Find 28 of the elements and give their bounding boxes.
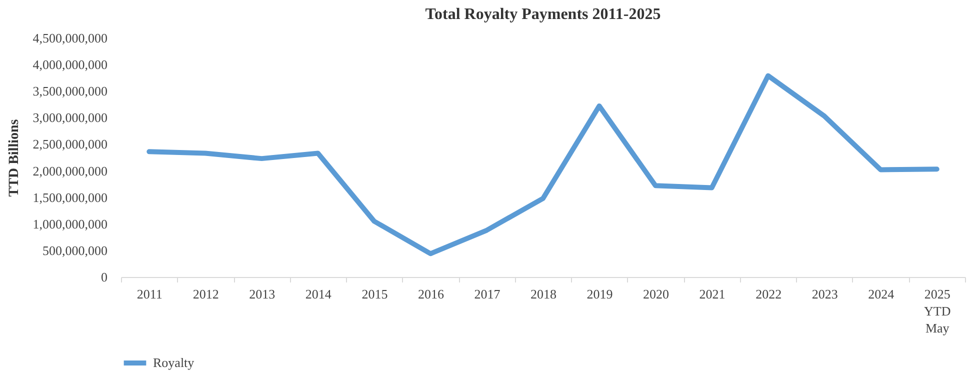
x-tick-label: 2022 — [756, 286, 782, 302]
x-tick-label: 2025 YTD May — [924, 286, 951, 336]
x-tick-label: 2017 — [474, 286, 501, 302]
x-tick-label: 2023 — [812, 286, 838, 302]
x-tick-label: 2015 — [362, 286, 388, 302]
y-tick-label: 4,000,000,000 — [32, 57, 108, 72]
y-tick-label: 3,000,000,000 — [32, 110, 108, 126]
y-tick-label: 500,000,000 — [42, 242, 108, 258]
x-tick-label: 2024 — [868, 286, 895, 302]
y-tick-label: 3,500,000,000 — [32, 84, 108, 99]
x-tick-label: 2018 — [530, 286, 556, 302]
y-tick-label: 2,500,000,000 — [32, 136, 108, 152]
y-tick-label: 1,000,000,000 — [32, 216, 108, 232]
y-tick-label: 4,500,000,000 — [32, 30, 108, 46]
x-tick-label: 2019 — [586, 286, 613, 302]
x-tick-label: 2011 — [136, 286, 162, 302]
x-tick-label: 2020 — [643, 286, 670, 302]
y-tick-label: 2,000,000,000 — [32, 163, 108, 178]
x-tick-label: 2021 — [699, 286, 726, 302]
x-tick-label: 2016 — [418, 286, 444, 302]
chart-title: Total Royalty Payments 2011-2025 — [425, 6, 661, 23]
x-tick-label: 2013 — [249, 286, 276, 302]
legend-label: Royalty — [153, 355, 195, 370]
y-tick-label: 0 — [101, 270, 108, 284]
x-tick-label: 2014 — [305, 286, 332, 302]
y-axis-title: TTD Billions — [6, 118, 22, 197]
x-tick-label: 2012 — [192, 286, 219, 302]
y-tick-label: 1,500,000,000 — [32, 190, 108, 205]
